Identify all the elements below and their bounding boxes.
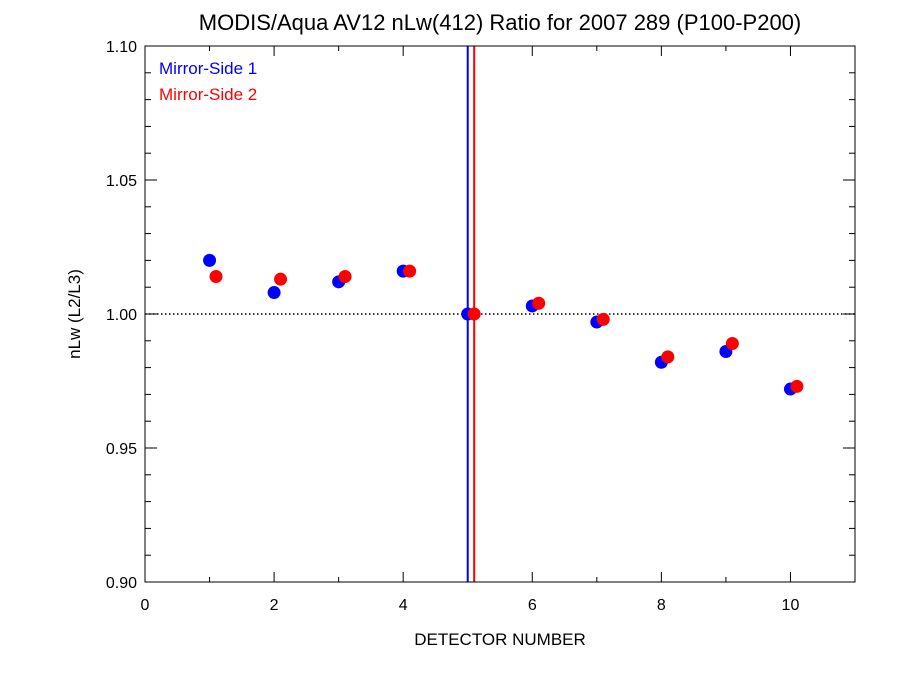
data-point-mirror-side-1 xyxy=(267,286,281,300)
data-point-mirror-side-2 xyxy=(209,269,223,283)
y-tick-label: 0.95 xyxy=(106,441,137,458)
data-point-mirror-side-2 xyxy=(467,307,481,321)
x-axis-label: DETECTOR NUMBER xyxy=(414,630,586,649)
chart-title: MODIS/Aqua AV12 nLw(412) Ratio for 2007 … xyxy=(199,10,802,35)
legend-entry-mirror-side-2: Mirror-Side 2 xyxy=(159,85,257,104)
data-points xyxy=(203,253,804,396)
x-tick-label: 2 xyxy=(270,597,279,614)
y-tick-label: 1.10 xyxy=(106,39,137,56)
data-point-mirror-side-2 xyxy=(790,379,804,393)
x-tick-label: 8 xyxy=(657,597,666,614)
x-tick-label: 6 xyxy=(528,597,537,614)
y-tick-label: 1.05 xyxy=(106,173,137,190)
data-point-mirror-side-2 xyxy=(725,336,739,350)
axis-ticks: 0 2 4 6 8 10 0.90 0.95 1.00 1.05 1.10 xyxy=(106,39,856,614)
y-axis-label: nLw (L2/L3) xyxy=(65,269,84,359)
x-tick-label: 4 xyxy=(399,597,408,614)
y-tick-label: 1.00 xyxy=(106,307,137,324)
y-tick-label: 0.90 xyxy=(106,575,137,592)
data-point-mirror-side-2 xyxy=(532,296,546,310)
data-point-mirror-side-2 xyxy=(338,269,352,283)
x-tick-label: 10 xyxy=(782,597,800,614)
legend-entry-mirror-side-1: Mirror-Side 1 xyxy=(159,59,257,78)
data-point-mirror-side-2 xyxy=(661,350,675,364)
x-tick-label: 0 xyxy=(141,597,150,614)
data-point-mirror-side-1 xyxy=(203,253,217,267)
legend: Mirror-Side 1 Mirror-Side 2 xyxy=(159,59,257,104)
data-point-mirror-side-2 xyxy=(403,264,417,278)
data-point-mirror-side-2 xyxy=(274,272,288,286)
data-point-mirror-side-2 xyxy=(596,312,610,326)
plot-frame xyxy=(144,45,856,583)
